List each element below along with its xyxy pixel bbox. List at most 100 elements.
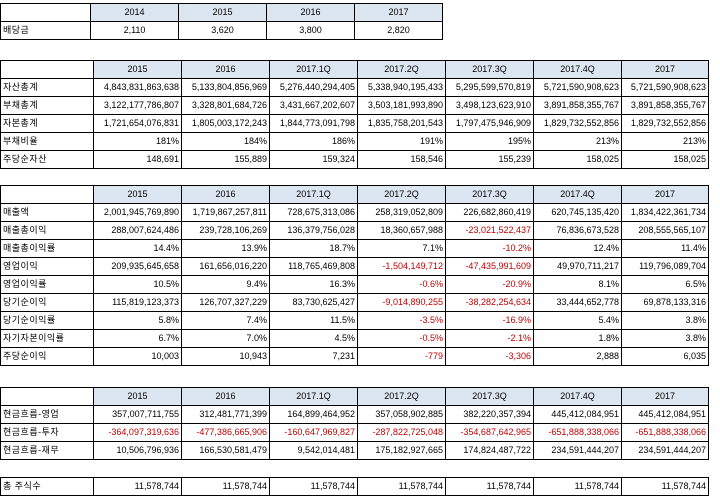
value-cell[interactable]: 1,805,003,172,243 — [181, 114, 270, 133]
value-cell[interactable]: -3,306 — [445, 347, 534, 366]
period-header[interactable]: 2017.4Q — [533, 185, 622, 204]
value-cell[interactable]: -16.9% — [445, 311, 534, 330]
row-label[interactable]: 현금흐름-투자 — [0, 423, 94, 442]
value-cell[interactable]: 166,530,581,479 — [181, 441, 270, 460]
value-cell[interactable]: 445,412,084,951 — [533, 405, 622, 424]
period-header[interactable]: 2017.4Q — [533, 387, 622, 406]
value-cell[interactable]: 3,891,858,355,767 — [533, 96, 622, 115]
value-cell[interactable]: 161,656,016,220 — [181, 257, 270, 276]
value-cell[interactable]: 11,578,744 — [533, 477, 622, 496]
value-cell[interactable]: 3,891,858,355,767 — [621, 96, 709, 115]
period-header[interactable]: 2017.2Q — [357, 60, 446, 79]
value-cell[interactable]: 184% — [181, 132, 270, 151]
value-cell[interactable]: 5.8% — [93, 311, 182, 330]
value-cell[interactable]: 213% — [621, 132, 709, 151]
value-cell[interactable]: 234,591,444,207 — [621, 441, 709, 460]
dividend-label[interactable]: 배당금 — [0, 21, 91, 40]
value-cell[interactable]: 148,691 — [93, 150, 182, 169]
value-cell[interactable]: 3.8% — [621, 311, 709, 330]
value-cell[interactable]: -364,097,319,636 — [93, 423, 182, 442]
value-cell[interactable]: 174,824,487,722 — [445, 441, 534, 460]
value-cell[interactable]: 9.4% — [181, 275, 270, 294]
value-cell[interactable]: 16.3% — [269, 275, 358, 294]
value-cell[interactable]: 158,025 — [621, 150, 709, 169]
row-label[interactable]: 현금흐름-영업 — [0, 405, 94, 424]
row-label[interactable]: 당기순이익률 — [0, 311, 94, 330]
value-cell[interactable]: 1,844,773,091,798 — [269, 114, 358, 133]
value-cell[interactable]: 158,546 — [357, 150, 446, 169]
value-cell[interactable]: -2.1% — [445, 329, 534, 348]
period-header[interactable]: 2015 — [93, 185, 182, 204]
value-cell[interactable]: -651,888,338,066 — [533, 423, 622, 442]
period-header[interactable]: 2017.1Q — [269, 60, 358, 79]
value-cell[interactable]: 164,899,464,952 — [269, 405, 358, 424]
period-header[interactable]: 2017.3Q — [445, 60, 534, 79]
value-cell[interactable]: -1,504,149,712 — [357, 257, 446, 276]
value-cell[interactable]: 234,591,444,207 — [533, 441, 622, 460]
period-header[interactable]: 2015 — [93, 60, 182, 79]
row-label[interactable]: 매출총이익률 — [0, 239, 94, 258]
value-cell[interactable]: 2,888 — [533, 347, 622, 366]
value-cell[interactable]: 1,719,867,257,811 — [181, 203, 270, 222]
value-cell[interactable]: 33,444,652,778 — [533, 293, 622, 312]
value-cell[interactable]: 7.4% — [181, 311, 270, 330]
value-cell[interactable]: 9,542,014,481 — [269, 441, 358, 460]
value-cell[interactable]: 13.9% — [181, 239, 270, 258]
value-cell[interactable]: -10.2% — [445, 239, 534, 258]
row-label[interactable]: 현금흐름-재무 — [0, 441, 94, 460]
value-cell[interactable]: -23,021,522,437 — [445, 221, 534, 240]
period-header[interactable]: 2017.1Q — [269, 387, 358, 406]
period-header[interactable]: 2017.2Q — [357, 185, 446, 204]
dividend-year-header[interactable]: 2014 — [90, 3, 179, 22]
value-cell[interactable]: 3,498,123,623,910 — [445, 96, 534, 115]
period-header[interactable]: 2017.3Q — [445, 185, 534, 204]
value-cell[interactable]: 445,412,084,951 — [621, 405, 709, 424]
row-label[interactable]: 자본총계 — [0, 114, 94, 133]
value-cell[interactable]: -160,647,969,827 — [269, 423, 358, 442]
dividend-year-header[interactable]: 2015 — [178, 3, 267, 22]
value-cell[interactable]: 3,503,181,993,890 — [357, 96, 446, 115]
value-cell[interactable]: 191% — [357, 132, 446, 151]
value-cell[interactable]: 1.8% — [533, 329, 622, 348]
row-label[interactable]: 부채비율 — [0, 132, 94, 151]
value-cell[interactable]: -20.9% — [445, 275, 534, 294]
row-label[interactable]: 영업이익 — [0, 257, 94, 276]
dividend-year-header[interactable]: 2017 — [354, 3, 443, 22]
row-label[interactable]: 영업이익률 — [0, 275, 94, 294]
value-cell[interactable]: 158,025 — [533, 150, 622, 169]
value-cell[interactable]: 10.5% — [93, 275, 182, 294]
value-cell[interactable]: 6.7% — [93, 329, 182, 348]
value-cell[interactable]: 3,431,667,202,607 — [269, 96, 358, 115]
value-cell[interactable]: 258,319,052,809 — [357, 203, 446, 222]
value-cell[interactable]: 10,003 — [93, 347, 182, 366]
value-cell[interactable]: 11,578,744 — [357, 477, 446, 496]
value-cell[interactable]: 357,058,902,885 — [357, 405, 446, 424]
row-label[interactable]: 총 주식수 — [0, 477, 94, 496]
value-cell[interactable]: 18,360,657,988 — [357, 221, 446, 240]
value-cell[interactable]: 118,765,469,808 — [269, 257, 358, 276]
value-cell[interactable]: 209,935,645,658 — [93, 257, 182, 276]
value-cell[interactable]: 8.1% — [533, 275, 622, 294]
value-cell[interactable]: 155,239 — [445, 150, 534, 169]
value-cell[interactable]: 119,796,089,704 — [621, 257, 709, 276]
value-cell[interactable]: 208,555,565,107 — [621, 221, 709, 240]
value-cell[interactable]: 226,682,860,419 — [445, 203, 534, 222]
value-cell[interactable]: 155,889 — [181, 150, 270, 169]
value-cell[interactable]: 5,276,440,294,405 — [269, 78, 358, 97]
value-cell[interactable]: 5,295,599,570,819 — [445, 78, 534, 97]
row-label[interactable]: 주당순자산 — [0, 150, 94, 169]
value-cell[interactable]: 11,578,744 — [181, 477, 270, 496]
row-label[interactable]: 자기자본이익률 — [0, 329, 94, 348]
period-header[interactable]: 2016 — [181, 60, 270, 79]
value-cell[interactable]: 14.4% — [93, 239, 182, 258]
value-cell[interactable]: 1,721,654,076,831 — [93, 114, 182, 133]
value-cell[interactable]: 5,721,590,908,623 — [533, 78, 622, 97]
value-cell[interactable]: 7.1% — [357, 239, 446, 258]
value-cell[interactable]: 5,338,940,195,433 — [357, 78, 446, 97]
period-header[interactable]: 2016 — [181, 387, 270, 406]
value-cell[interactable]: 1,829,732,552,856 — [533, 114, 622, 133]
value-cell[interactable]: -779 — [357, 347, 446, 366]
period-header[interactable]: 2017.3Q — [445, 387, 534, 406]
value-cell[interactable]: 4,843,831,863,638 — [93, 78, 182, 97]
value-cell[interactable]: -0.6% — [357, 275, 446, 294]
